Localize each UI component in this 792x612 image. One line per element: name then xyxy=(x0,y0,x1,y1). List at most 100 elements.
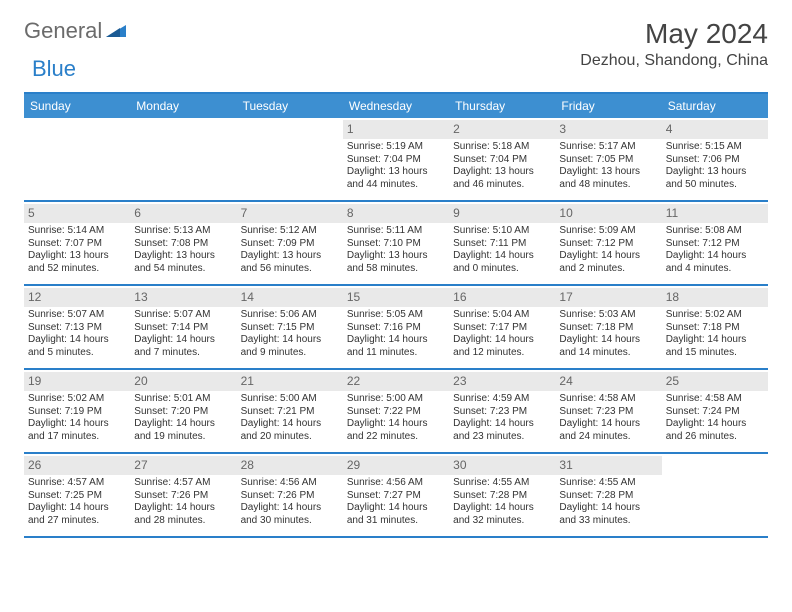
sunrise-line: Sunrise: 5:04 AM xyxy=(453,309,551,322)
daylight-line: Daylight: 14 hours and 4 minutes. xyxy=(666,250,764,275)
sunset-line: Sunset: 7:28 PM xyxy=(453,490,551,503)
logo-text-blue: Blue xyxy=(32,56,76,81)
daylight-line: Daylight: 13 hours and 48 minutes. xyxy=(559,166,657,191)
weekday-tuesday: Tuesday xyxy=(237,94,343,118)
calendar-cell: 29Sunrise: 4:56 AMSunset: 7:27 PMDayligh… xyxy=(343,454,449,538)
sunset-line: Sunset: 7:13 PM xyxy=(28,322,126,335)
sunset-line: Sunset: 7:22 PM xyxy=(347,406,445,419)
sunrise-line: Sunrise: 5:17 AM xyxy=(559,141,657,154)
calendar-cell-empty xyxy=(662,454,768,538)
sunrise-line: Sunrise: 4:55 AM xyxy=(559,477,657,490)
daylight-line: Daylight: 14 hours and 28 minutes. xyxy=(134,502,232,527)
calendar-cell: 27Sunrise: 4:57 AMSunset: 7:26 PMDayligh… xyxy=(130,454,236,538)
calendar-cell: 2Sunrise: 5:18 AMSunset: 7:04 PMDaylight… xyxy=(449,118,555,202)
sunset-line: Sunset: 7:21 PM xyxy=(241,406,339,419)
sunrise-line: Sunrise: 5:06 AM xyxy=(241,309,339,322)
sunset-line: Sunset: 7:17 PM xyxy=(453,322,551,335)
daylight-line: Daylight: 13 hours and 46 minutes. xyxy=(453,166,551,191)
daylight-line: Daylight: 14 hours and 30 minutes. xyxy=(241,502,339,527)
calendar-cell: 25Sunrise: 4:58 AMSunset: 7:24 PMDayligh… xyxy=(662,370,768,454)
sunrise-line: Sunrise: 5:14 AM xyxy=(28,225,126,238)
daylight-line: Daylight: 14 hours and 19 minutes. xyxy=(134,418,232,443)
sunset-line: Sunset: 7:24 PM xyxy=(666,406,764,419)
daylight-line: Daylight: 14 hours and 15 minutes. xyxy=(666,334,764,359)
daylight-line: Daylight: 13 hours and 58 minutes. xyxy=(347,250,445,275)
sunset-line: Sunset: 7:20 PM xyxy=(134,406,232,419)
daylight-line: Daylight: 13 hours and 50 minutes. xyxy=(666,166,764,191)
calendar-cell: 17Sunrise: 5:03 AMSunset: 7:18 PMDayligh… xyxy=(555,286,661,370)
calendar-cell: 20Sunrise: 5:01 AMSunset: 7:20 PMDayligh… xyxy=(130,370,236,454)
location: Dezhou, Shandong, China xyxy=(580,52,768,70)
weekday-friday: Friday xyxy=(555,94,661,118)
weekday-monday: Monday xyxy=(130,94,236,118)
logo: General xyxy=(24,18,128,44)
sunset-line: Sunset: 7:27 PM xyxy=(347,490,445,503)
day-number: 6 xyxy=(130,204,236,223)
sunset-line: Sunset: 7:09 PM xyxy=(241,238,339,251)
sunrise-line: Sunrise: 4:55 AM xyxy=(453,477,551,490)
sunset-line: Sunset: 7:04 PM xyxy=(347,154,445,167)
sunrise-line: Sunrise: 5:07 AM xyxy=(134,309,232,322)
calendar-cell: 1Sunrise: 5:19 AMSunset: 7:04 PMDaylight… xyxy=(343,118,449,202)
sunset-line: Sunset: 7:19 PM xyxy=(28,406,126,419)
sunrise-line: Sunrise: 4:56 AM xyxy=(241,477,339,490)
sunset-line: Sunset: 7:23 PM xyxy=(559,406,657,419)
weekday-wednesday: Wednesday xyxy=(343,94,449,118)
calendar-cell: 18Sunrise: 5:02 AMSunset: 7:18 PMDayligh… xyxy=(662,286,768,370)
daylight-line: Daylight: 14 hours and 9 minutes. xyxy=(241,334,339,359)
sunset-line: Sunset: 7:18 PM xyxy=(559,322,657,335)
calendar-cell: 14Sunrise: 5:06 AMSunset: 7:15 PMDayligh… xyxy=(237,286,343,370)
day-number: 3 xyxy=(555,120,661,139)
calendar-cell: 3 Sunrise: 5:17 AMSunset: 7:05 PMDaylight… xyxy=(555,118,661,202)
day-number: 25 xyxy=(662,372,768,391)
day-number: 14 xyxy=(237,288,343,307)
calendar-cell: 4Sunrise: 5:15 AMSunset: 7:06 PMDaylight… xyxy=(662,118,768,202)
sunrise-line: Sunrise: 4:57 AM xyxy=(28,477,126,490)
sunrise-line: Sunrise: 5:15 AM xyxy=(666,141,764,154)
calendar-cell: 22Sunrise: 5:00 AMSunset: 7:22 PMDayligh… xyxy=(343,370,449,454)
weekday-sunday: Sunday xyxy=(24,94,130,118)
sunset-line: Sunset: 7:12 PM xyxy=(559,238,657,251)
weekday-thursday: Thursday xyxy=(449,94,555,118)
day-number: 28 xyxy=(237,456,343,475)
daylight-line: Daylight: 13 hours and 54 minutes. xyxy=(134,250,232,275)
daylight-line: Daylight: 13 hours and 44 minutes. xyxy=(347,166,445,191)
daylight-line: Daylight: 14 hours and 7 minutes. xyxy=(134,334,232,359)
calendar-grid: 1Sunrise: 5:19 AMSunset: 7:04 PMDaylight… xyxy=(24,118,768,538)
day-number-bar xyxy=(662,456,768,475)
daylight-line: Daylight: 14 hours and 22 minutes. xyxy=(347,418,445,443)
sunrise-line: Sunrise: 4:57 AM xyxy=(134,477,232,490)
sunset-line: Sunset: 7:14 PM xyxy=(134,322,232,335)
calendar-cell-empty xyxy=(237,118,343,202)
daylight-line: Daylight: 14 hours and 27 minutes. xyxy=(28,502,126,527)
sunrise-line: Sunrise: 4:58 AM xyxy=(559,393,657,406)
calendar-page: General May 2024 Dezhou, Shandong, China… xyxy=(0,0,792,556)
daylight-line: Daylight: 14 hours and 11 minutes. xyxy=(347,334,445,359)
sunset-line: Sunset: 7:05 PM xyxy=(559,154,657,167)
sunrise-line: Sunrise: 5:11 AM xyxy=(347,225,445,238)
daylight-line: Daylight: 14 hours and 33 minutes. xyxy=(559,502,657,527)
sunset-line: Sunset: 7:07 PM xyxy=(28,238,126,251)
sunset-line: Sunset: 7:06 PM xyxy=(666,154,764,167)
daylight-line: Daylight: 14 hours and 20 minutes. xyxy=(241,418,339,443)
day-number: 2 xyxy=(449,120,555,139)
daylight-line: Daylight: 14 hours and 17 minutes. xyxy=(28,418,126,443)
sunset-line: Sunset: 7:16 PM xyxy=(347,322,445,335)
calendar-cell: 16Sunrise: 5:04 AMSunset: 7:17 PMDayligh… xyxy=(449,286,555,370)
calendar-cell: 30Sunrise: 4:55 AMSunset: 7:28 PMDayligh… xyxy=(449,454,555,538)
calendar-cell: 10Sunrise: 5:09 AMSunset: 7:12 PMDayligh… xyxy=(555,202,661,286)
calendar-cell: 24Sunrise: 4:58 AMSunset: 7:23 PMDayligh… xyxy=(555,370,661,454)
day-number-bar xyxy=(237,120,343,139)
calendar-cell: 19Sunrise: 5:02 AMSunset: 7:19 PMDayligh… xyxy=(24,370,130,454)
calendar-cell: 5Sunrise: 5:14 AMSunset: 7:07 PMDaylight… xyxy=(24,202,130,286)
day-number-bar xyxy=(130,120,236,139)
calendar-cell: 6Sunrise: 5:13 AMSunset: 7:08 PMDaylight… xyxy=(130,202,236,286)
sunrise-line: Sunrise: 5:02 AM xyxy=(28,393,126,406)
sunrise-line: Sunrise: 5:00 AM xyxy=(347,393,445,406)
calendar-cell: 21Sunrise: 5:00 AMSunset: 7:21 PMDayligh… xyxy=(237,370,343,454)
sunset-line: Sunset: 7:18 PM xyxy=(666,322,764,335)
daylight-line: Daylight: 14 hours and 32 minutes. xyxy=(453,502,551,527)
sunset-line: Sunset: 7:23 PM xyxy=(453,406,551,419)
sunset-line: Sunset: 7:04 PM xyxy=(453,154,551,167)
daylight-line: Daylight: 14 hours and 5 minutes. xyxy=(28,334,126,359)
